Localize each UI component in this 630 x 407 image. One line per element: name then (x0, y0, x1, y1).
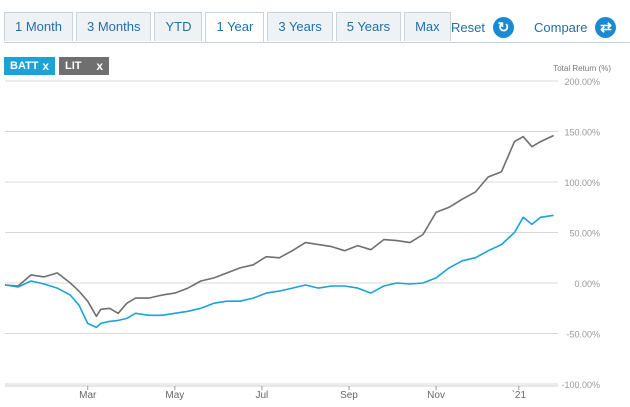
tab-max[interactable]: Max (404, 12, 451, 41)
y-tick-label: -100.00% (561, 380, 600, 390)
y-tick-label: 150.00% (564, 128, 600, 138)
y-axis-label: Total Return (%) (553, 64, 611, 73)
x-tick-label: May (165, 390, 184, 401)
refresh-icon: ↻ (492, 16, 514, 38)
y-tick-label: 200.00% (564, 77, 600, 87)
series-line-lit (4, 134, 554, 318)
reset-label: Reset (451, 19, 485, 35)
series-chip-batt[interactable]: BATT x (4, 57, 55, 75)
series-chip-label: LIT (65, 60, 82, 72)
y-tick-label: -50.00% (566, 330, 600, 340)
y-tick-label: 100.00% (564, 178, 600, 188)
tab-1-year[interactable]: 1 Year (205, 12, 265, 43)
y-tick-label: 50.00% (569, 229, 600, 239)
series-chip-lit[interactable]: LIT x (59, 57, 109, 75)
close-icon[interactable]: x (42, 59, 49, 73)
series-line-batt (4, 214, 554, 329)
tabs-divider (4, 42, 630, 43)
compare-button[interactable]: Compare ⇄ (534, 16, 617, 38)
x-tick-label: Sep (340, 390, 358, 401)
time-range-tabs: 1 Month 3 Months YTD 1 Year 3 Years 5 Years Ma… (4, 12, 454, 43)
x-tick-label: Mar (79, 390, 97, 401)
tab-3-months[interactable]: 3 Months (75, 12, 152, 41)
reset-button[interactable]: Reset ↻ (451, 16, 514, 38)
tab-ytd[interactable]: YTD (154, 12, 203, 41)
tab-1-month[interactable]: 1 Month (4, 12, 73, 41)
tab-3-years[interactable]: 3 Years (267, 12, 333, 41)
close-icon[interactable]: x (96, 59, 103, 73)
y-tick-label: 0.00% (574, 279, 600, 289)
series-chip-label: BATT (10, 60, 39, 72)
x-tick-label: Nov (427, 390, 445, 401)
swap-icon: ⇄ (595, 16, 617, 38)
x-tick-label: Jul (256, 390, 269, 401)
x-tick-label: `21 (512, 389, 527, 401)
compare-label: Compare (534, 19, 588, 35)
tab-5-years[interactable]: 5 Years (335, 12, 402, 41)
